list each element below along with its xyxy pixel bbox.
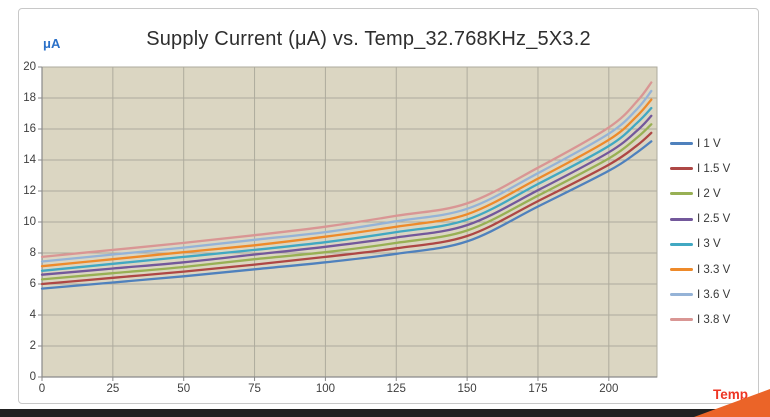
y-tick-label-2: 2: [29, 340, 36, 352]
legend-line-swatch: [670, 142, 693, 146]
y-tick-label-0: 0: [29, 371, 36, 383]
legend-item: I 3.3 V: [670, 257, 762, 282]
x-axis-tick-labels: 0 25 50 75 100 125 150 175 200: [39, 382, 657, 398]
legend-line-swatch: [670, 192, 693, 196]
series-line-i-3.8-v: [40, 81, 653, 259]
x-tick-label-200: 200: [599, 383, 619, 395]
y-tick-label-10: 10: [23, 216, 36, 228]
legend-line-swatch: [670, 268, 693, 272]
legend-item: I 3.6 V: [670, 282, 762, 307]
legend-item: I 1.5 V: [670, 156, 762, 181]
series-line-i-1.5-v: [40, 131, 653, 286]
legend-line-swatch: [670, 318, 693, 322]
legend-label: I 3.6 V: [697, 288, 731, 301]
series-line-i-2.5-v: [40, 114, 653, 276]
x-tick-label-175: 175: [528, 383, 548, 395]
legend-label: I 1.5 V: [697, 162, 731, 175]
x-tick-label-150: 150: [457, 383, 477, 395]
legend-label: I 2.5 V: [697, 213, 731, 226]
y-tick-label-12: 12: [23, 185, 36, 197]
y-tick-label-20: 20: [23, 61, 36, 73]
x-tick-label-25: 25: [106, 383, 120, 395]
legend-line-swatch: [670, 242, 693, 246]
series-line-i-1-v: [40, 140, 653, 290]
legend-label: I 3.8 V: [697, 313, 731, 326]
bottom-bar: [0, 409, 770, 417]
legend-item: I 3.8 V: [670, 307, 762, 332]
y-tick-label-6: 6: [29, 278, 36, 290]
y-tick-label-4: 4: [29, 309, 36, 321]
series-line-i-3.6-v: [40, 89, 653, 263]
chart-title: Supply Current (μA) vs. Temp_32.768KHz_5…: [146, 28, 591, 50]
legend-item: I 3 V: [670, 232, 762, 257]
legend-label: I 3.3 V: [697, 263, 731, 276]
legend-label: I 1 V: [697, 137, 721, 150]
y-tick-label-14: 14: [23, 154, 36, 166]
legend-line-swatch: [670, 293, 693, 297]
x-tick-label-50: 50: [177, 383, 191, 395]
y-axis-tick-labels: 0 2 4 6 8 10 12 14 16 18 20: [0, 61, 36, 383]
series-line-i-3-v: [40, 106, 653, 272]
legend-line-swatch: [670, 217, 693, 221]
x-tick-label-100: 100: [315, 383, 335, 395]
legend-item: I 1 V: [670, 131, 762, 156]
y-tick-label-18: 18: [23, 92, 36, 104]
y-axis-unit-label: μA: [43, 36, 61, 51]
legend: I 1 V I 1.5 V I 2 V I 2.5 V I 3 V I 3.3 V I 3.…: [670, 131, 762, 333]
legend-item: I 2 V: [670, 181, 762, 206]
x-tick-label-75: 75: [248, 383, 261, 395]
plot-area: [38, 66, 658, 381]
y-tick-label-8: 8: [29, 247, 36, 259]
legend-item: I 2.5 V: [670, 207, 762, 232]
x-tick-label-0: 0: [38, 383, 46, 395]
x-tick-label-125: 125: [386, 383, 406, 395]
legend-label: I 2 V: [697, 187, 721, 200]
series-line-i-2-v: [40, 123, 653, 281]
series-line-i-3.3-v: [40, 98, 653, 268]
x-axis-label: Temp: [713, 387, 749, 402]
legend-line-swatch: [670, 167, 693, 171]
legend-label: I 3 V: [697, 238, 721, 251]
y-tick-label-16: 16: [23, 123, 36, 135]
